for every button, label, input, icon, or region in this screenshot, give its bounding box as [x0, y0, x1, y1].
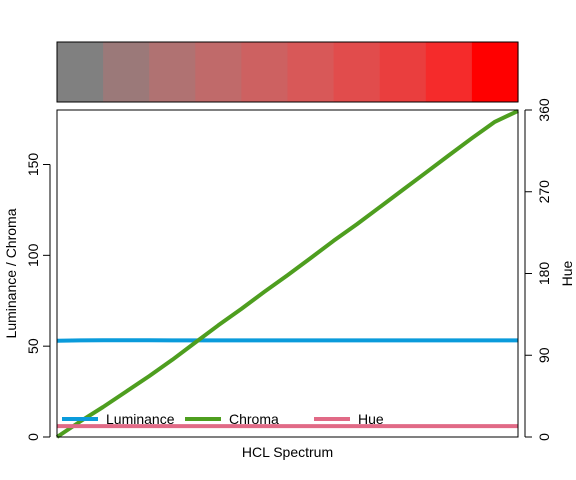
legend: Luminance Chroma Hue: [62, 411, 384, 427]
color-swatch: [149, 42, 196, 102]
legend-label-luminance: Luminance: [106, 411, 175, 427]
right-y-axis: 0 90 180 270 360: [524, 98, 552, 441]
color-swatch: [241, 42, 289, 102]
plot-frame: [56, 109, 519, 438]
color-swatch: [379, 42, 427, 102]
series-line-chroma: [55, 109, 519, 439]
right-tick-label: 180: [536, 262, 552, 286]
color-swatch: [425, 42, 473, 102]
color-swatch-bar: [57, 42, 519, 102]
color-swatch: [471, 42, 519, 102]
color-swatch: [333, 42, 381, 102]
x-axis-label: HCL Spectrum: [242, 444, 333, 460]
series-lines: [55, 109, 519, 439]
color-swatch: [57, 42, 104, 102]
color-swatch: [287, 42, 335, 102]
color-swatch: [103, 42, 150, 102]
right-tick-label: 0: [536, 433, 552, 441]
right-tick-label: 270: [536, 180, 552, 204]
left-tick-label: 100: [25, 243, 41, 267]
series-line-luminance: [56, 338, 518, 343]
left-tick-label: 0: [25, 433, 41, 441]
right-tick-label: 360: [536, 98, 552, 122]
legend-label-chroma: Chroma: [229, 411, 279, 427]
right-y-axis-label: Hue: [559, 260, 575, 286]
left-y-axis: 0 50 100 150: [25, 153, 51, 441]
left-tick-label: 50: [25, 338, 41, 354]
left-y-axis-label: Luminance / Chroma: [3, 208, 19, 338]
right-tick-label: 90: [536, 347, 552, 363]
left-tick-label: 150: [25, 153, 41, 177]
color-swatch: [195, 42, 242, 102]
swatch-bar-border: [56, 41, 519, 103]
legend-label-hue: Hue: [358, 411, 384, 427]
